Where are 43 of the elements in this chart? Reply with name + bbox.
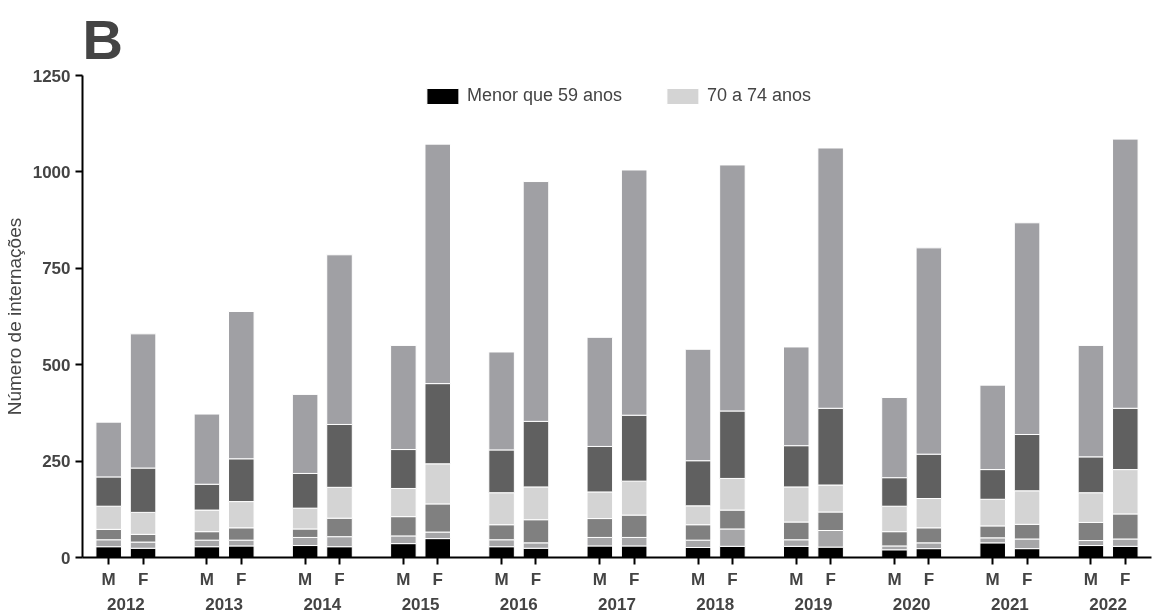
chart-title: B (82, 7, 123, 71)
text: 2016 (499, 594, 538, 612)
x-tick-label: F (334, 569, 345, 589)
text: 2014 (303, 594, 342, 612)
y-tick-label: 500 (42, 355, 71, 375)
x-tick-label: M (887, 569, 902, 589)
x-tick-label: F (727, 569, 738, 589)
text: 2020 (892, 594, 931, 612)
text: 2015 (401, 594, 440, 612)
x-tick-label: M (789, 569, 804, 589)
y-tick-label: 0 (61, 548, 71, 568)
x-tick-label: M (690, 569, 706, 589)
x-tick-label: F (1120, 569, 1131, 589)
x-tick-label: M (592, 569, 607, 589)
x-tick-label: F (629, 569, 640, 589)
x-tick-label: F (432, 569, 443, 589)
x-tick-label: M (101, 569, 116, 589)
x-tick-label: F (923, 569, 935, 589)
y-tick-label: 1250 (32, 66, 71, 86)
y-axis-title: Número de internações (3, 217, 25, 416)
x-tick-label: M (298, 569, 313, 589)
x-tick-label: M (985, 569, 1000, 589)
x-tick-label: M (199, 569, 215, 589)
y-tick-label: 250 (42, 452, 71, 472)
x-tick-label: M (494, 569, 509, 589)
x-tick-label: F (825, 569, 836, 589)
text: 2019 (794, 594, 833, 612)
legend-label: 70 a 74 anos (707, 85, 812, 106)
x-tick-label: M (396, 569, 411, 589)
text: 2022 (1089, 594, 1128, 612)
legend-label: Menor que 59 anos (466, 85, 623, 106)
x-tick-label: F (137, 569, 149, 589)
text: 2021 (990, 594, 1029, 612)
y-tick-label: 1000 (32, 162, 71, 182)
text: 2012 (106, 594, 145, 612)
x-tick-label: M (1083, 569, 1099, 589)
x-tick-label: F (1021, 569, 1033, 589)
x-tick-label: F (530, 569, 542, 589)
x-tick-label: F (236, 569, 247, 589)
text: 2017 (598, 594, 636, 612)
text: 2018 (696, 594, 735, 612)
text: 2013 (205, 594, 244, 612)
y-tick-label: 750 (42, 259, 71, 279)
